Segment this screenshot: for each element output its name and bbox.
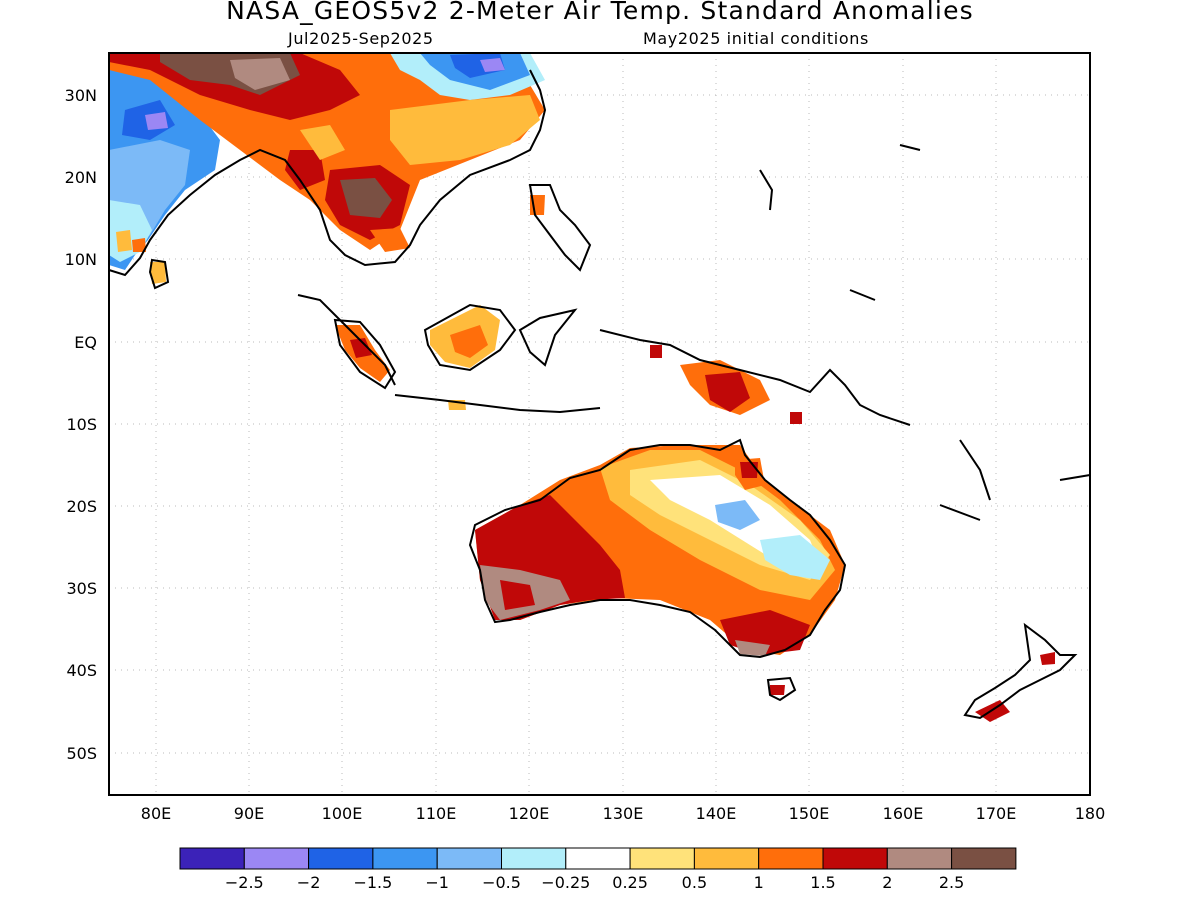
lat-label: 50S [66, 744, 97, 763]
colorbar-tick-label: −2 [297, 873, 321, 892]
lat-label: 10N [65, 250, 97, 269]
lat-label: 20N [65, 168, 97, 187]
colorbar-swatch [758, 847, 824, 870]
colorbar: −2.5 −2 −1.5 −1 −0.5 −0.25 0.25 0.5 1 1.5 2 2.5 [179, 847, 1017, 892]
colorbar-swatch [886, 847, 953, 870]
colorbar-swatch [436, 847, 503, 870]
map-title: NASA_GEOS5v2 2-Meter Air Temp. Standard … [226, 0, 974, 25]
colorbar-tick-label: 1 [754, 873, 764, 892]
lon-label: 100E [322, 804, 363, 823]
colorbar-swatch [308, 847, 374, 870]
colorbar-tick-label: −1 [425, 873, 449, 892]
colorbar-swatch [243, 847, 310, 870]
colorbar-tick-label: 2 [882, 873, 892, 892]
colorbar-tick-label: −1.5 [353, 873, 392, 892]
lat-label: 40S [66, 661, 97, 680]
lon-label: 80E [141, 804, 171, 823]
colorbar-tick-label: −2.5 [225, 873, 264, 892]
colorbar-swatch [693, 847, 760, 870]
lon-label: 170E [976, 804, 1017, 823]
longitude-axis: 80E 90E 100E 110E 120E 130E 140E 150E 16… [141, 804, 1106, 823]
maritime-anomalies [335, 195, 802, 424]
lon-label: 120E [509, 804, 550, 823]
lat-label: 20S [66, 497, 97, 516]
colorbar-tick-label: 2.5 [939, 873, 964, 892]
colorbar-swatch [951, 847, 1017, 870]
lon-label: 90E [234, 804, 264, 823]
lon-label: 140E [696, 804, 737, 823]
india-anomalies [109, 60, 220, 284]
colorbar-swatch [501, 847, 567, 870]
colorbar-swatch [179, 847, 245, 870]
lon-label: 110E [416, 804, 457, 823]
lon-label: 160E [883, 804, 924, 823]
latitude-axis: 30N 20N 10N EQ 10S 20S 30S 40S 50S [65, 86, 97, 763]
colorbar-tick-label: 1.5 [810, 873, 835, 892]
lat-label: 10S [66, 415, 97, 434]
colorbar-swatch [629, 847, 695, 870]
lon-label: 150E [789, 804, 830, 823]
lat-label: 30N [65, 86, 97, 105]
colorbar-swatch [822, 847, 888, 870]
plot-background [109, 53, 1090, 795]
plot-frame [108, 52, 1091, 796]
gridlines [109, 53, 1090, 795]
colorbar-tick-label: 0.25 [612, 873, 648, 892]
coastlines [108, 69, 1091, 720]
australia-anomalies [475, 445, 845, 695]
colorbar-tick-label: 0.5 [682, 873, 707, 892]
initial-conditions: May2025 initial conditions [643, 29, 869, 48]
colorbar-tick-label: −0.25 [541, 873, 590, 892]
colorbar-swatch [565, 847, 631, 870]
lat-label: 30S [66, 579, 97, 598]
forecast-period: Jul2025-Sep2025 [288, 29, 434, 48]
colorbar-swatch [372, 847, 438, 870]
lon-label: 130E [603, 804, 644, 823]
lon-label: 180 [1075, 804, 1106, 823]
lat-label: EQ [74, 333, 97, 352]
colorbar-tick-label: −0.5 [482, 873, 521, 892]
asia-anomalies [109, 53, 545, 252]
